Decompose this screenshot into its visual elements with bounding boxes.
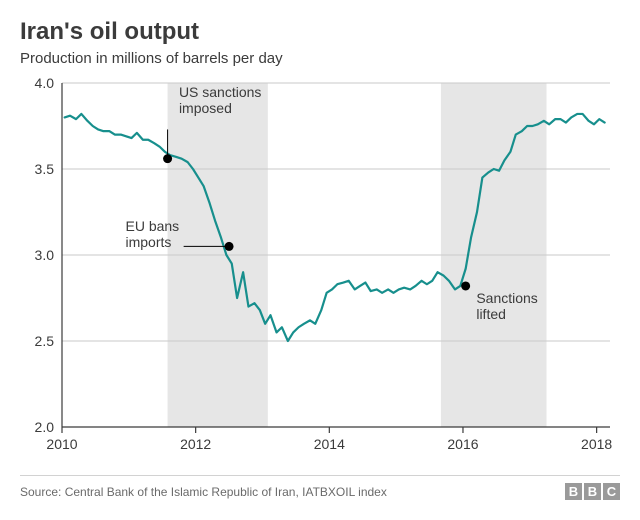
x-tick-label: 2016 [447,436,478,452]
x-tick-label: 2012 [180,436,211,452]
annotation-marker [461,281,470,290]
logo-letter: B [565,483,582,500]
y-tick-label: 3.0 [35,247,55,263]
bbc-logo: BBC [563,483,620,501]
annotation-label: imports [125,234,171,250]
y-tick-label: 2.5 [35,333,55,349]
logo-letter: C [603,483,620,500]
source-text: Source: Central Bank of the Islamic Repu… [20,485,387,499]
chart-svg: 2.0 2.5 3.0 3.5 4.0 2010 2012 2014 2016 2018 US sa… [20,73,620,463]
x-tick-label: 2014 [314,436,345,452]
annotation-label: EU bans [125,218,179,234]
x-tick-label: 2018 [581,436,612,452]
chart-card: Iran's oil output Production in millions… [0,0,640,520]
chart-subtitle: Production in millions of barrels per da… [20,50,620,67]
chart-title: Iran's oil output [20,18,620,46]
y-tick-label: 3.5 [35,161,55,177]
footer-rule [20,475,620,476]
y-tick-label: 4.0 [35,75,55,91]
chart-plot: 2.0 2.5 3.0 3.5 4.0 2010 2012 2014 2016 2018 US sa… [20,73,620,463]
annotation-label: US sanctions [179,84,261,100]
annotation-label: Sanctions [476,290,537,306]
annotation-label: imposed [179,100,232,116]
chart-footer: Source: Central Bank of the Islamic Repu… [20,483,620,505]
logo-letter: B [584,483,601,500]
annotation-marker [163,154,172,163]
annotation-label: lifted [476,306,506,322]
y-tick-label: 2.0 [35,419,55,435]
x-tick-label: 2010 [46,436,77,452]
annotation-marker [225,242,234,251]
